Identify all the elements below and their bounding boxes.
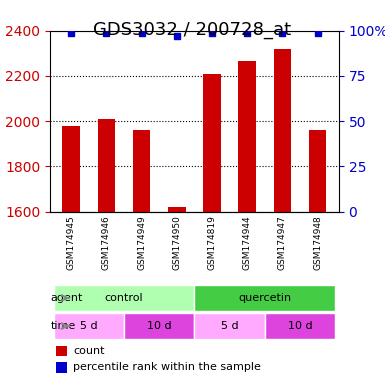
Bar [97,119,115,212]
Text: 10 d: 10 d [147,321,172,331]
Text: GSM174947: GSM174947 [278,215,287,270]
Bar [309,130,326,212]
Bar [56,362,67,373]
Text: time: time [51,321,76,331]
Text: GSM174944: GSM174944 [243,215,252,270]
Bar [168,207,186,212]
Text: GSM174949: GSM174949 [137,215,146,270]
Text: 10 d: 10 d [288,321,312,331]
Text: GSM174945: GSM174945 [67,215,76,270]
Text: GSM174946: GSM174946 [102,215,111,270]
FancyBboxPatch shape [194,285,335,311]
Text: percentile rank within the sample: percentile rank within the sample [73,362,261,372]
Bar [56,346,67,356]
Bar [133,130,151,212]
Text: GDS3032 / 200728_at: GDS3032 / 200728_at [94,21,291,39]
Text: GSM174948: GSM174948 [313,215,322,270]
Text: GSM174819: GSM174819 [208,215,216,270]
Text: agent: agent [51,293,83,303]
Text: 5 d: 5 d [80,321,97,331]
Text: count: count [73,346,105,356]
FancyBboxPatch shape [265,313,335,339]
Text: GSM174950: GSM174950 [172,215,181,270]
FancyBboxPatch shape [54,313,124,339]
FancyBboxPatch shape [124,313,194,339]
Bar [62,126,80,212]
FancyBboxPatch shape [54,285,194,311]
Bar [238,61,256,212]
Text: 5 d: 5 d [221,321,238,331]
Bar [203,74,221,212]
Text: control: control [105,293,143,303]
Text: quercetin: quercetin [238,293,291,303]
Bar [274,49,291,212]
FancyBboxPatch shape [194,313,265,339]
